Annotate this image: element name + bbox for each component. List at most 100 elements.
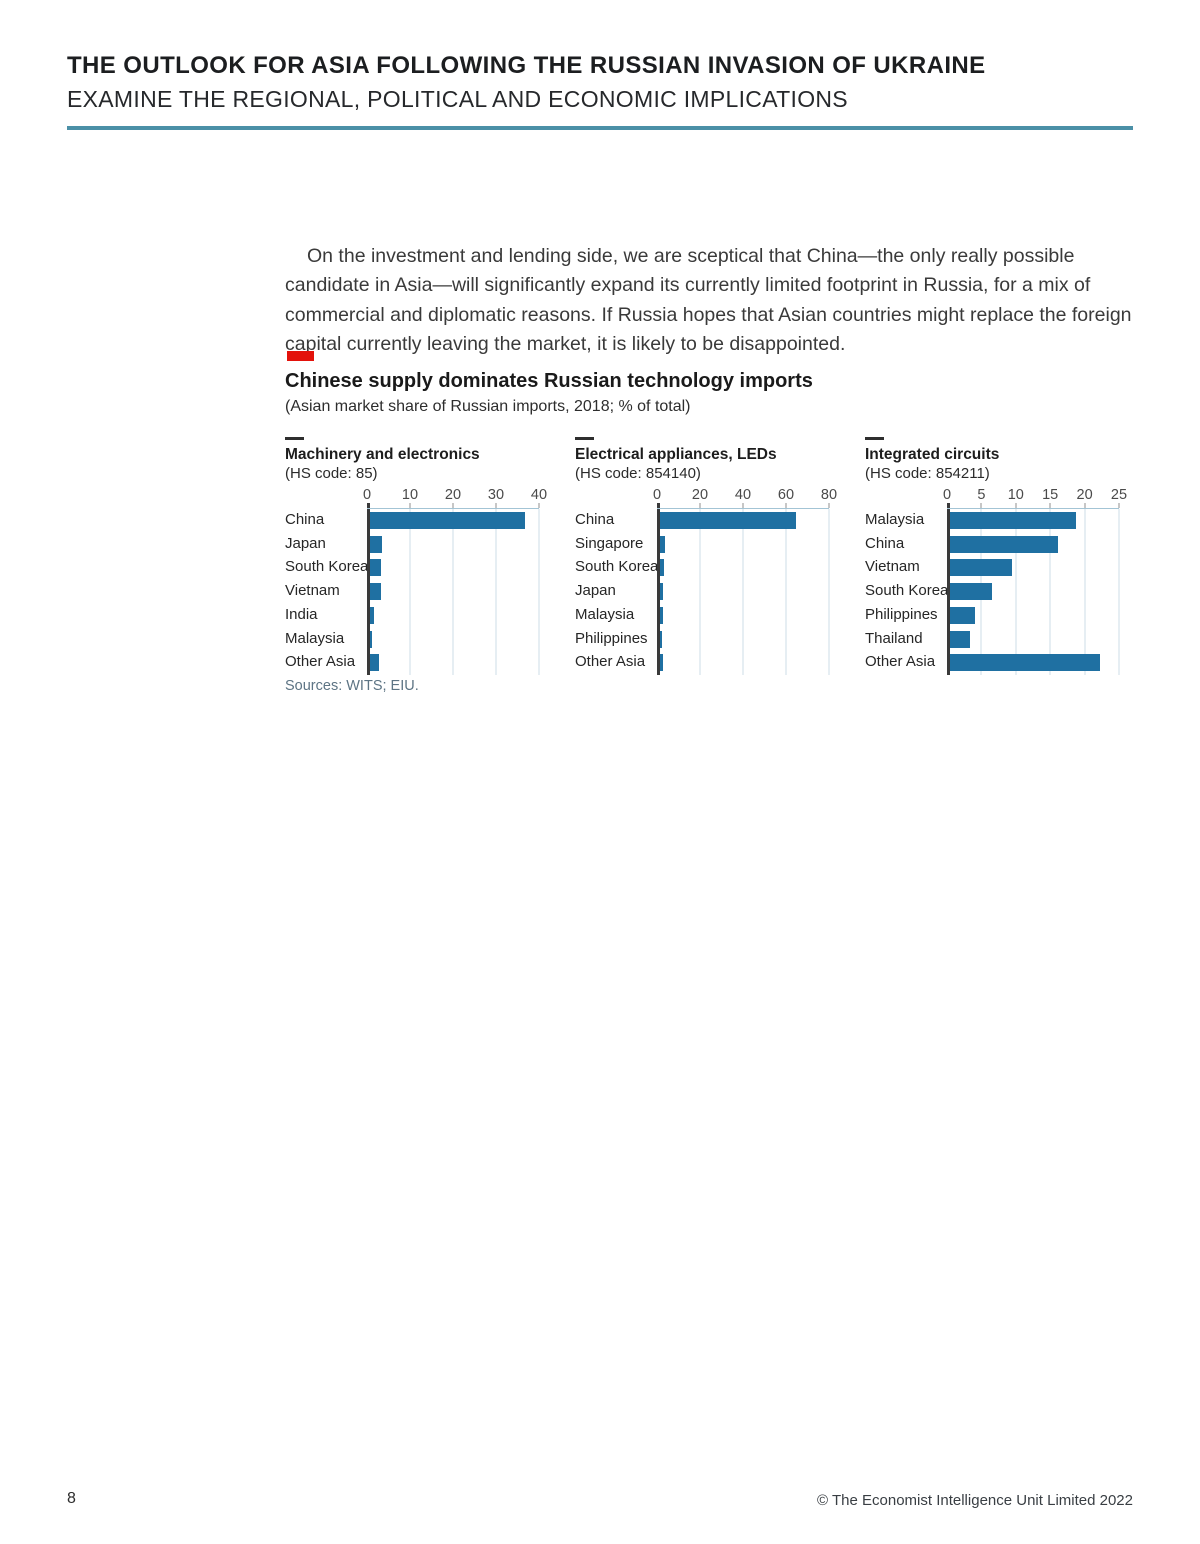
chart-panel-title: Electrical appliances, LEDs [575,446,777,463]
bar-row [367,651,539,675]
gridline [742,509,744,675]
bar-row [657,651,829,675]
figure-sources: Sources: WITS; EIU. [285,678,419,694]
category-label: South Korea [285,558,369,576]
bar [370,606,374,624]
category-label: Philippines [575,629,648,647]
axis-tick-label: 25 [1110,487,1128,503]
bar [370,559,381,577]
category-label: Malaysia [865,511,925,528]
chart-panel: Machinery and electronics (HS code: 85) 0 1… [285,437,547,675]
category-label: Thailand [865,629,923,647]
gridline [452,509,454,675]
category-label: China [575,511,615,528]
axis-tick-mark [785,503,787,508]
panel-tick-dash [575,437,594,440]
panel-tick-dash [865,437,884,440]
gridline [1015,509,1017,675]
plot-area [367,508,540,675]
bar-row [947,509,1119,533]
bar [950,559,1012,577]
body-paragraph: On the investment and lending side, we a… [285,244,1132,356]
axis-tick-label: 10 [401,487,419,503]
axis-tick-mark [452,503,454,508]
category-label: Vietnam [285,582,340,600]
bar [660,559,664,577]
panel-tick-dash [285,437,304,440]
bar-row [657,556,829,580]
bar-row [367,628,539,652]
category-labels-column: Malaysia China Vietnam South Korea Philippin… [865,508,949,675]
page-number: 8 [67,1490,76,1507]
axis-tick-mark [980,503,982,508]
bar-row [367,580,539,604]
axis-tick-label: 0 [362,487,372,503]
axis-tick-label: 20 [1076,487,1093,503]
axis-tick-label: 0 [652,487,662,503]
axis-tick-label: 5 [977,487,986,503]
category-label: India [285,605,318,623]
category-labels-column: China Japan South Korea Vietnam India Malaysi… [285,508,369,675]
axis-tick-label: 20 [691,487,709,503]
bar [370,630,373,648]
axis-tick-label: 80 [820,487,838,503]
axis-tick-mark [495,503,497,508]
bar [370,583,382,601]
axis-tick-label: 60 [777,487,795,503]
bar [950,630,970,648]
bar-row [947,556,1119,580]
axis-tick-mark [1049,503,1051,508]
chart-panel-hs-code: (HS code: 854140) [575,465,701,482]
zero-axis-line [657,509,660,675]
zero-axis-line [367,509,370,675]
axis-tick-label: 15 [1042,487,1059,503]
figure-title: Chinese supply dominates Russian technol… [285,370,813,392]
copyright-notice: © The Economist Intelligence Unit Limite… [817,1492,1133,1509]
figure-subtitle: (Asian market share of Russian imports, … [285,398,691,415]
chart-body: China Japan South Korea Vietnam India Malaysi… [285,508,540,675]
bar-row [947,580,1119,604]
bar [660,606,663,624]
x-axis: 0 20 40 60 80 [653,487,837,508]
category-label: Japan [575,582,616,600]
axis-tick-label: 20 [444,487,462,503]
zero-axis-line [947,509,950,675]
bar [950,606,976,624]
axis-tick-label: 40 [530,487,548,503]
gridline [495,509,497,675]
chart-panel-hs-code: (HS code: 854211) [865,465,990,482]
chart-panel-title: Integrated circuits [865,446,1000,463]
chart-panels-row: Machinery and electronics (HS code: 85) 0 1… [285,437,1127,675]
gridline [1049,509,1051,675]
category-label: South Korea [865,582,949,600]
bar-row [657,533,829,557]
axis-tick-mark [538,503,540,508]
category-label: Malaysia [575,605,635,623]
gridline [828,509,830,675]
bar [370,654,380,672]
category-label: Other Asia [865,653,936,671]
document-subtitle: EXAMINE THE REGIONAL, POLITICAL AND ECON… [67,86,848,112]
category-label: South Korea [575,558,659,576]
category-label: Other Asia [575,653,646,671]
chart-panel-hs-code: (HS code: 85) [285,465,378,482]
plot-area [657,508,830,675]
bar-row [657,604,829,628]
axis-tick-label: 10 [1007,487,1024,503]
axis-tick-mark [1015,503,1017,508]
bar-row [657,580,829,604]
gridline [538,509,540,675]
gridline [1084,509,1086,675]
category-label: Malaysia [285,629,345,647]
category-label: Philippines [865,605,938,623]
category-label: Other Asia [285,653,356,671]
category-label: China [865,534,905,552]
bar-row [367,556,539,580]
axis-tick-mark [1084,503,1086,508]
header-rule [67,126,1133,130]
gridline [409,509,411,675]
x-axis: 0 10 20 30 40 [363,487,547,508]
axis-tick-mark [699,503,701,508]
axis-tick-label: 30 [487,487,505,503]
